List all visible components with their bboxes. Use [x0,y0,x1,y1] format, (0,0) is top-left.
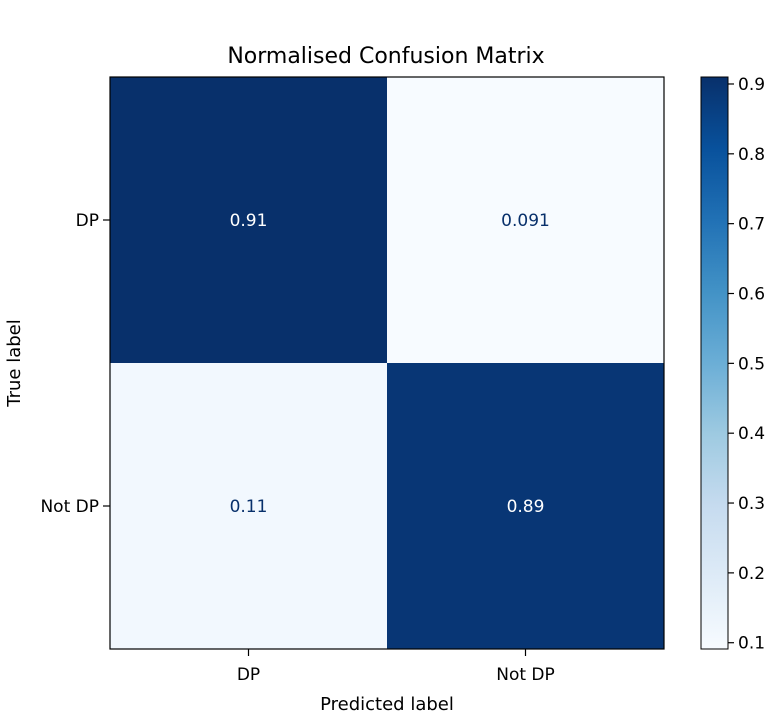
heatmap-cell [387,77,664,363]
colorbar [700,76,729,650]
y-tick-label: Not DP [40,497,99,517]
cell-value-label: 0.091 [501,211,550,231]
x-axis-label: Predicted label [320,694,454,715]
x-tick-label: Not DP [496,665,555,685]
x-tick-label: DP [237,665,260,685]
heatmap-cell [110,363,387,649]
chart-title: Normalised Confusion Matrix [227,44,544,69]
colorbar-tick-label: 0.6 [738,285,765,305]
colorbar-tick-label: 0.1 [738,634,765,654]
heatmap-cells: 0.91 0.091 0.11 0.89 [110,77,664,649]
heatmap-cell [110,77,387,363]
cell-value-label: 0.91 [230,211,268,231]
colorbar-tick-label: 0.5 [738,354,765,374]
colorbar-tick-label: 0.8 [738,145,765,165]
plot-frame [109,76,665,650]
cell-value-label: 0.89 [507,497,545,517]
colorbar-tick-label: 0.9 [738,75,765,95]
y-tick-label: DP [76,211,99,231]
heatmap-cell [387,363,664,649]
colorbar-tick-label: 0.3 [738,494,765,514]
colorbar-ticks: 0.1 0.2 0.3 0.4 0.5 0.6 0.7 0.8 0.9 [728,75,765,654]
colorbar-tick-label: 0.4 [738,424,765,444]
y-axis-ticks: DP Not DP [40,211,110,517]
colorbar-tick-label: 0.2 [738,564,765,584]
x-axis-ticks: DP Not DP [237,649,555,685]
colorbar-tick-label: 0.7 [738,215,765,235]
cell-value-label: 0.11 [230,497,268,517]
y-axis-label: True label [4,319,25,408]
